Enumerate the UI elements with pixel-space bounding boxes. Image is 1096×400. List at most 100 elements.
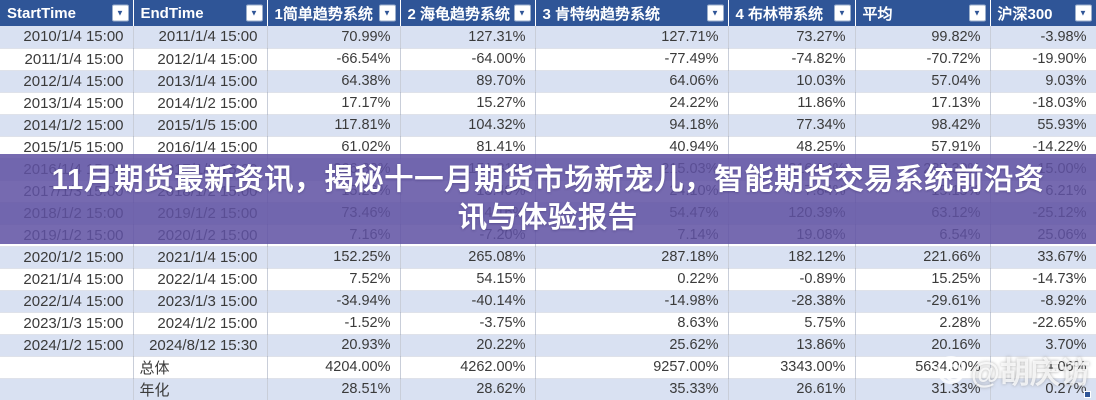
table-cell[interactable]: 2024/1/2 15:00 bbox=[133, 312, 268, 335]
table-cell[interactable]: 4.06% bbox=[990, 356, 1096, 379]
table-cell[interactable]: -8.92% bbox=[990, 290, 1096, 313]
table-cell[interactable]: -14.98% bbox=[535, 290, 729, 313]
table-cell[interactable]: 55.93% bbox=[990, 114, 1096, 137]
table-cell[interactable]: -29.61% bbox=[855, 290, 991, 313]
table-cell[interactable]: 28.51% bbox=[267, 378, 401, 400]
header-average[interactable]: 平均 ▼ bbox=[855, 0, 991, 26]
table-cell[interactable]: 2014/1/2 15:00 bbox=[133, 92, 268, 115]
table-cell[interactable]: -28.38% bbox=[728, 290, 856, 313]
table-cell[interactable]: 25.62% bbox=[535, 334, 729, 357]
table-cell[interactable]: -74.82% bbox=[728, 48, 856, 71]
table-cell[interactable]: 54.15% bbox=[400, 268, 536, 291]
filter-dropdown-icon[interactable]: ▼ bbox=[513, 4, 531, 22]
table-cell[interactable]: -1.52% bbox=[267, 312, 401, 335]
table-cell[interactable]: 2015/1/5 15:00 bbox=[133, 114, 268, 137]
table-cell[interactable]: 17.13% bbox=[855, 92, 991, 115]
table-cell[interactable]: 57.91% bbox=[855, 136, 991, 159]
table-cell[interactable]: 年化 bbox=[133, 378, 268, 400]
table-cell[interactable]: 2011/1/4 15:00 bbox=[133, 26, 268, 49]
table-cell[interactable]: 3.70% bbox=[990, 334, 1096, 357]
table-cell[interactable]: 265.08% bbox=[400, 246, 536, 269]
table-cell[interactable]: 2023/1/3 15:00 bbox=[133, 290, 268, 313]
table-cell[interactable]: 152.25% bbox=[267, 246, 401, 269]
table-cell[interactable]: 40.94% bbox=[535, 136, 729, 159]
header-system1[interactable]: 1简单趋势系统 ▼ bbox=[267, 0, 401, 26]
table-cell[interactable]: 17.17% bbox=[267, 92, 401, 115]
table-cell[interactable]: 7.52% bbox=[267, 268, 401, 291]
table-cell[interactable]: 2013/1/4 15:00 bbox=[0, 92, 134, 115]
table-cell[interactable]: 15.27% bbox=[400, 92, 536, 115]
table-cell[interactable]: 2020/1/2 15:00 bbox=[0, 246, 134, 269]
table-cell[interactable]: 2.28% bbox=[855, 312, 991, 335]
table-cell[interactable]: 总体 bbox=[133, 356, 268, 379]
header-endtime[interactable]: EndTime ▼ bbox=[133, 0, 268, 26]
table-cell[interactable]: 2024/1/2 15:00 bbox=[0, 334, 134, 357]
table-cell[interactable]: 127.31% bbox=[400, 26, 536, 49]
filter-dropdown-icon[interactable]: ▼ bbox=[833, 4, 851, 22]
table-cell[interactable]: 48.25% bbox=[728, 136, 856, 159]
table-cell[interactable]: 2016/1/4 15:00 bbox=[133, 136, 268, 159]
table-cell[interactable]: -40.14% bbox=[400, 290, 536, 313]
table-cell[interactable]: 2011/1/4 15:00 bbox=[0, 48, 134, 71]
filter-dropdown-icon[interactable]: ▼ bbox=[245, 4, 263, 22]
table-cell[interactable]: 4204.00% bbox=[267, 356, 401, 379]
table-cell[interactable]: 0.22% bbox=[535, 268, 729, 291]
table-cell[interactable]: 28.62% bbox=[400, 378, 536, 400]
table-cell[interactable]: 94.18% bbox=[535, 114, 729, 137]
table-cell[interactable]: 2014/1/2 15:00 bbox=[0, 114, 134, 137]
table-cell[interactable] bbox=[0, 356, 134, 379]
table-cell[interactable]: 73.27% bbox=[728, 26, 856, 49]
table-cell[interactable]: 2022/1/4 15:00 bbox=[133, 268, 268, 291]
table-cell[interactable]: -0.89% bbox=[728, 268, 856, 291]
header-starttime[interactable]: StartTime ▼ bbox=[0, 0, 134, 26]
table-cell[interactable]: -19.90% bbox=[990, 48, 1096, 71]
table-cell[interactable]: -18.03% bbox=[990, 92, 1096, 115]
table-cell[interactable]: -3.75% bbox=[400, 312, 536, 335]
table-cell[interactable]: 33.67% bbox=[990, 246, 1096, 269]
table-cell[interactable]: 221.66% bbox=[855, 246, 991, 269]
table-cell[interactable]: 2013/1/4 15:00 bbox=[133, 70, 268, 93]
table-cell[interactable]: 20.93% bbox=[267, 334, 401, 357]
table-cell[interactable]: 89.70% bbox=[400, 70, 536, 93]
table-cell[interactable]: 182.12% bbox=[728, 246, 856, 269]
table-cell[interactable]: 104.32% bbox=[400, 114, 536, 137]
table-cell[interactable]: 26.61% bbox=[728, 378, 856, 400]
table-cell[interactable]: 2022/1/4 15:00 bbox=[0, 290, 134, 313]
header-system3[interactable]: 3 肯特纳趋势系统 ▼ bbox=[535, 0, 729, 26]
filter-dropdown-icon[interactable]: ▼ bbox=[1074, 4, 1092, 22]
table-cell[interactable]: -70.72% bbox=[855, 48, 991, 71]
table-cell[interactable]: 117.81% bbox=[267, 114, 401, 137]
table-cell[interactable]: 11.86% bbox=[728, 92, 856, 115]
table-cell[interactable]: 24.22% bbox=[535, 92, 729, 115]
table-cell[interactable]: 10.03% bbox=[728, 70, 856, 93]
table-cell[interactable]: -66.54% bbox=[267, 48, 401, 71]
table-cell[interactable]: 61.02% bbox=[267, 136, 401, 159]
table-cell[interactable] bbox=[0, 378, 134, 400]
table-cell[interactable]: 20.16% bbox=[855, 334, 991, 357]
table-cell[interactable]: 287.18% bbox=[535, 246, 729, 269]
table-cell[interactable]: 99.82% bbox=[855, 26, 991, 49]
table-cell[interactable]: 20.22% bbox=[400, 334, 536, 357]
table-cell[interactable]: 35.33% bbox=[535, 378, 729, 400]
table-cell[interactable]: 9257.00% bbox=[535, 356, 729, 379]
table-cell[interactable]: 15.25% bbox=[855, 268, 991, 291]
table-cell[interactable]: -14.22% bbox=[990, 136, 1096, 159]
table-cell[interactable]: 57.04% bbox=[855, 70, 991, 93]
filter-dropdown-icon[interactable]: ▼ bbox=[378, 4, 396, 22]
table-cell[interactable]: 5.75% bbox=[728, 312, 856, 335]
table-cell[interactable]: -64.00% bbox=[400, 48, 536, 71]
table-cell[interactable]: 9.03% bbox=[990, 70, 1096, 93]
header-csi300[interactable]: 沪深300 ▼ bbox=[990, 0, 1096, 26]
table-cell[interactable]: -34.94% bbox=[267, 290, 401, 313]
table-cell[interactable]: 2021/1/4 15:00 bbox=[133, 246, 268, 269]
table-cell[interactable]: 2012/1/4 15:00 bbox=[133, 48, 268, 71]
header-system4[interactable]: 4 布林带系统 ▼ bbox=[728, 0, 856, 26]
table-cell[interactable]: 3343.00% bbox=[728, 356, 856, 379]
header-system2[interactable]: 2 海龟趋势系统 ▼ bbox=[400, 0, 536, 26]
cell-fill-handle[interactable] bbox=[1084, 391, 1091, 398]
table-cell[interactable]: -3.98% bbox=[990, 26, 1096, 49]
table-cell[interactable]: 70.99% bbox=[267, 26, 401, 49]
table-cell[interactable]: 2024/8/12 15:30 bbox=[133, 334, 268, 357]
table-cell[interactable]: 81.41% bbox=[400, 136, 536, 159]
table-cell[interactable]: 2021/1/4 15:00 bbox=[0, 268, 134, 291]
